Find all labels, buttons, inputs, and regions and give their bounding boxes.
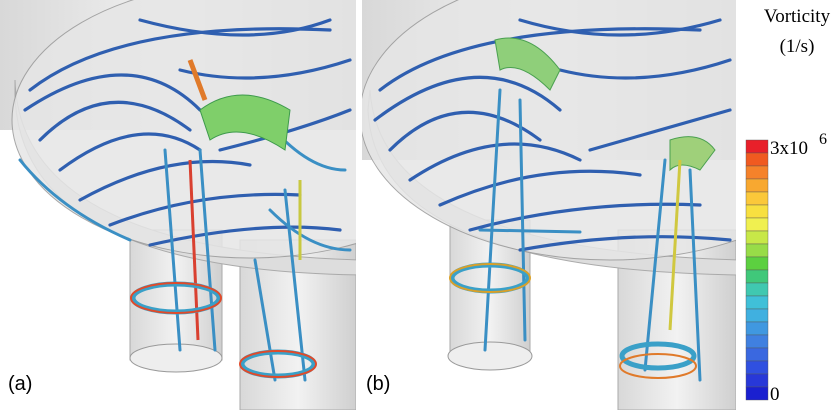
- colorbar-band: [745, 230, 769, 245]
- colorbar-max-label: 3x10: [770, 138, 808, 159]
- panel-label: (b): [366, 373, 390, 395]
- colorbar-band: [745, 373, 769, 388]
- colorbar-unit: (1/s): [780, 36, 815, 57]
- colorbar-band: [745, 178, 769, 193]
- colorbar-band: [745, 295, 769, 310]
- colorbar-band: [745, 347, 769, 362]
- colorbar: [745, 139, 769, 401]
- colorbar-band: [745, 282, 769, 297]
- panel-b-scene: [362, 0, 736, 410]
- colorbar-title: Vorticity: [764, 6, 831, 27]
- colorbar-band: [745, 269, 769, 284]
- colorbar-band: [745, 360, 769, 375]
- colorbar-max-exponent: 6: [819, 131, 827, 148]
- colorbar-band: [745, 191, 769, 206]
- colorbar-band: [745, 386, 769, 401]
- colorbar-band: [745, 334, 769, 349]
- colorbar-band: [745, 243, 769, 258]
- colorbar-band: [745, 139, 769, 154]
- panel-a-scene: [0, 0, 356, 410]
- colorbar-band: [745, 321, 769, 336]
- panel-label: (a): [8, 373, 32, 395]
- colorbar-band: [745, 165, 769, 180]
- colorbar-band: [745, 217, 769, 232]
- colorbar-band: [745, 256, 769, 271]
- colorbar-min-label: 0: [770, 384, 780, 405]
- colorbar-band: [745, 152, 769, 167]
- colorbar-band: [745, 204, 769, 219]
- colorbar-band: [745, 308, 769, 323]
